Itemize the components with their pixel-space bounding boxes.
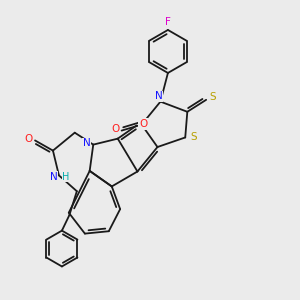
- Text: N: N: [83, 138, 91, 148]
- Text: N: N: [50, 172, 57, 182]
- Text: S: S: [209, 92, 216, 102]
- Text: O: O: [139, 119, 147, 129]
- Text: N: N: [155, 91, 163, 101]
- Text: F: F: [165, 16, 171, 27]
- Text: O: O: [111, 124, 119, 134]
- Text: H: H: [62, 172, 70, 182]
- Text: O: O: [24, 134, 33, 144]
- Text: S: S: [190, 133, 197, 142]
